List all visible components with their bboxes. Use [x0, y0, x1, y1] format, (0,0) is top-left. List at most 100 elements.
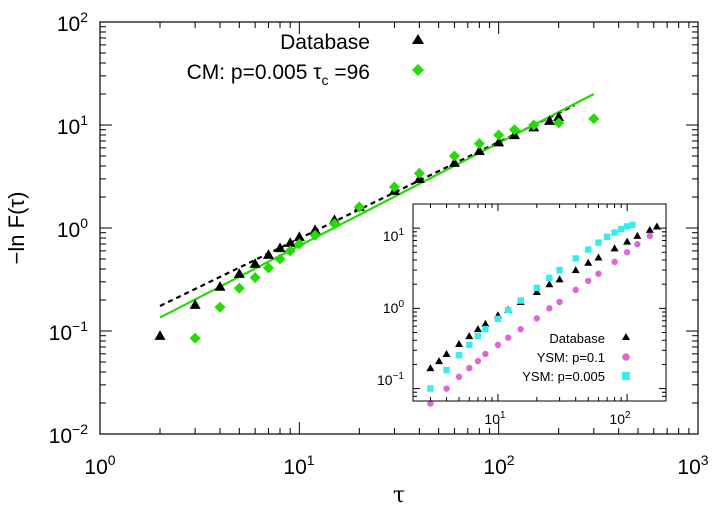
legend-label-database: Database	[280, 31, 370, 54]
data-point-database	[652, 222, 661, 230]
data-point-cm-p-0-005-c-96	[493, 129, 505, 141]
data-point-database	[623, 237, 632, 245]
data-point-ysm-p-0-005	[427, 385, 434, 392]
data-point-database	[610, 244, 619, 252]
inset-x-tick-label-100: 102	[609, 410, 631, 427]
inset-x-tick-label-10: 101	[484, 410, 506, 427]
data-point-database	[293, 231, 305, 242]
data-point-ysm-p-0-005	[629, 221, 636, 229]
main-plot: 100 101 102 103 10−2 10−1 100 101 102 τ …	[4, 9, 709, 507]
data-point-database	[262, 249, 274, 259]
data-point-database	[633, 231, 642, 239]
inset-legend-marker-ysm-0.005	[622, 372, 630, 380]
data-point-database	[493, 136, 505, 147]
inset-plot-ticks	[413, 203, 667, 402]
data-point-database	[473, 325, 482, 333]
legend-label-cm: CM: p=0.005 τc =96	[187, 61, 370, 88]
data-point-database	[594, 253, 603, 261]
legend-marker-database	[412, 34, 424, 44]
x-axis-label: τ	[393, 483, 405, 507]
data-point-ysm-p-0-005	[546, 274, 553, 282]
x-tick-label-10: 101	[283, 452, 314, 479]
data-point-ysm-p-0-005	[556, 266, 563, 274]
data-point-database	[473, 145, 485, 156]
data-point-ysm-p-0-005	[623, 223, 631, 230]
inset-frame	[412, 203, 667, 402]
inset-plot-marks	[426, 221, 661, 407]
y-tick-label-10: 101	[57, 112, 88, 139]
main-legend: Database CM: p=0.005 τc =96	[187, 31, 424, 88]
data-point-ysm-p-0-1	[427, 400, 434, 407]
data-point-database	[645, 225, 654, 233]
main-plot-ticks	[99, 21, 699, 435]
inset-y-tick-label-1: 100	[383, 299, 405, 316]
data-point-cm-p-0-005-c-96	[328, 218, 340, 230]
data-point-cm-p-0-005-c-96	[189, 332, 201, 344]
inset-legend-marker-ysm-0.1	[622, 353, 630, 361]
inset-y-tick-label-0.1: 10−1	[377, 371, 404, 388]
data-point-database	[532, 287, 541, 295]
data-point-ysm-p-0-1	[611, 258, 618, 266]
data-point-ysm-p-0-1	[595, 270, 602, 277]
x-tick-label-100: 102	[483, 452, 514, 479]
data-point-database	[584, 258, 593, 266]
data-point-database	[555, 275, 564, 283]
data-point-database	[455, 339, 464, 347]
data-point-ysm-p-0-1	[474, 357, 482, 365]
data-point-ysm-p-0-1	[533, 315, 541, 322]
inset-legend-label-ysm-0.1: YSM: p=0.1	[537, 350, 605, 365]
data-point-ysm-p-0-1	[546, 305, 553, 312]
data-point-cm-p-0-005-c-96	[309, 229, 321, 241]
data-point-ysm-p-0-005	[474, 332, 482, 340]
data-point-ysm-p-0-1	[634, 241, 641, 248]
data-point-cm-p-0-005-c-96	[262, 262, 274, 274]
data-point-database	[189, 299, 201, 309]
data-point-cm-p-0-005-c-96	[413, 167, 425, 179]
data-point-database	[481, 319, 490, 327]
data-point-ysm-p-0-1	[482, 350, 489, 358]
inset-y-tick-label-10: 101	[383, 227, 405, 244]
data-point-database	[545, 280, 554, 288]
data-point-cm-p-0-005-c-96	[528, 119, 540, 131]
data-point-ysm-p-0-005	[443, 366, 450, 374]
data-point-database	[154, 330, 166, 340]
data-point-database	[448, 157, 460, 167]
data-point-ysm-p-0-1	[455, 373, 463, 381]
data-point-ysm-p-0-1	[517, 325, 524, 333]
data-point-database	[426, 364, 435, 372]
y-tick-label-1: 100	[57, 215, 88, 242]
inset-legend-marker-database	[622, 333, 630, 340]
y-axis-label: −ln F(τ)	[4, 192, 29, 265]
inset-legend: Database YSM: p=0.1 YSM: p=0.005	[522, 331, 630, 384]
data-point-ysm-p-0-005	[572, 255, 579, 262]
data-point-cm-p-0-005-c-96	[473, 138, 485, 150]
data-point-cm-p-0-005-c-96	[233, 282, 245, 294]
inset-background	[413, 204, 666, 401]
data-point-database	[442, 349, 451, 357]
data-point-cm-p-0-005-c-96	[448, 150, 460, 162]
y-tick-label-0.01: 10−2	[49, 421, 89, 448]
data-point-database	[233, 268, 245, 278]
data-point-cm-p-0-005-c-96	[214, 301, 226, 313]
data-point-ysm-p-0-1	[504, 334, 512, 341]
y-tick-label-0.1: 10−1	[49, 318, 89, 345]
data-point-ysm-p-0-005	[494, 315, 502, 323]
x-tick-label-1: 100	[84, 452, 115, 479]
data-point-database	[309, 224, 321, 234]
data-point-ysm-p-0-005	[517, 297, 524, 304]
data-point-ysm-p-0-1	[646, 232, 654, 240]
data-point-cm-p-0-005-c-96	[588, 113, 600, 125]
data-point-cm-p-0-005-c-96	[284, 245, 296, 257]
data-point-cm-p-0-005-c-96	[353, 201, 365, 213]
data-point-ysm-p-0-1	[572, 286, 579, 294]
data-point-ysm-p-0-1	[466, 364, 473, 372]
data-point-database	[544, 115, 556, 125]
data-point-ysm-p-0-1	[443, 385, 450, 392]
data-point-ysm-p-0-005	[595, 239, 602, 246]
inset-plot: 101 102 10−1 100 101 Database YSM: p=0.1…	[377, 203, 667, 427]
data-point-ysm-p-0-005	[533, 284, 541, 292]
x-tick-label-1000: 103	[677, 452, 708, 479]
data-point-database	[435, 357, 444, 365]
data-point-ysm-p-0-005	[603, 233, 611, 241]
